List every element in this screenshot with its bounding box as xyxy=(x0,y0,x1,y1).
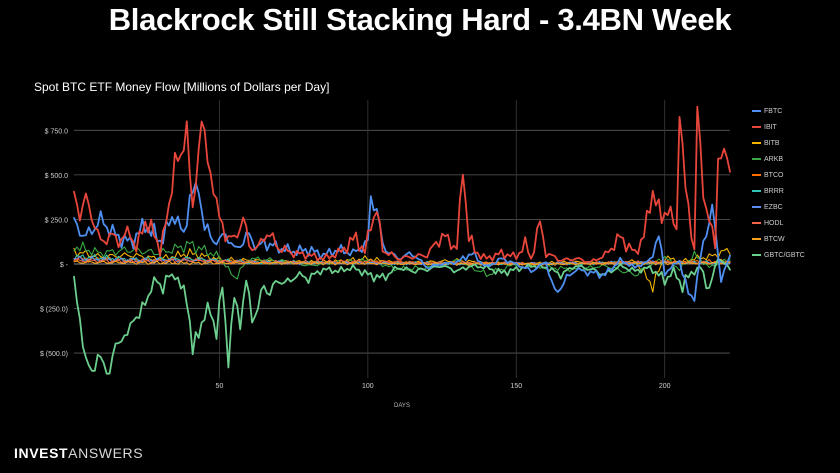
legend-swatch xyxy=(752,126,761,128)
legend-swatch xyxy=(752,238,761,240)
series-line-arkb xyxy=(73,240,731,280)
legend-item: HODL xyxy=(752,215,805,231)
legend-label: HODL xyxy=(764,219,784,227)
legend-label: BITB xyxy=(764,139,780,147)
legend-item: BITB xyxy=(752,135,805,151)
brand-logo-part1: INVEST xyxy=(14,445,69,461)
legend-item: ARKB xyxy=(752,151,805,167)
legend-label: ARKB xyxy=(764,155,784,163)
legend-label: BRRR xyxy=(764,187,784,195)
series-line-gbtc-gbtc xyxy=(73,257,731,375)
y-tick-label: $ 750.0 xyxy=(45,128,68,135)
y-tick-label: $ - xyxy=(60,262,69,269)
chart-legend: FBTC IBIT BITB ARKB BTCO BRRR EZBC HODL BTCW GBTC… xyxy=(752,103,805,263)
y-tick-label: $ (500.0) xyxy=(40,351,68,358)
legend-swatch xyxy=(752,206,761,208)
legend-item: BTCO xyxy=(752,167,805,183)
legend-item: GBTC/GBTC xyxy=(752,247,805,263)
series-line-hodl xyxy=(73,257,731,266)
series-line-btcw xyxy=(73,260,731,266)
legend-swatch xyxy=(752,190,761,192)
legend-item: EZBC xyxy=(752,199,805,215)
x-axis-label: DAYS xyxy=(394,403,410,409)
legend-label: BTCW xyxy=(764,235,785,243)
headline: Blackrock Still Stacking Hard - 3.4BN We… xyxy=(108,2,732,37)
legend-swatch xyxy=(752,110,761,112)
legend-swatch xyxy=(752,254,761,256)
y-tick-label: $ (250.0) xyxy=(40,307,68,314)
legend-swatch xyxy=(752,142,761,144)
legend-item: IBIT xyxy=(752,119,805,135)
legend-label: GBTC/GBTC xyxy=(764,251,805,259)
x-tick-label: 200 xyxy=(659,383,671,390)
legend-item: BRRR xyxy=(752,183,805,199)
legend-label: BTCO xyxy=(764,171,784,179)
legend-label: IBIT xyxy=(764,123,777,131)
legend-item: FBTC xyxy=(752,103,805,119)
legend-swatch xyxy=(752,222,761,224)
legend-swatch xyxy=(752,174,761,176)
x-tick-label: 50 xyxy=(216,383,224,390)
legend-item: BTCW xyxy=(752,231,805,247)
legend-label: EZBC xyxy=(764,203,783,211)
series-line-ibit xyxy=(73,105,731,264)
x-tick-label: 100 xyxy=(362,383,374,390)
brand-logo: INVESTANSWERS xyxy=(14,445,143,461)
legend-label: FBTC xyxy=(764,107,783,115)
y-tick-label: $ 250.0 xyxy=(45,217,68,224)
chart-title: Spot BTC ETF Money Flow [Millions of Dol… xyxy=(34,80,330,94)
x-tick-label: 150 xyxy=(510,383,522,390)
y-tick-label: $ 500.0 xyxy=(45,173,68,180)
legend-swatch xyxy=(752,158,761,160)
series-line-fbtc xyxy=(73,181,731,302)
brand-logo-part2: ANSWERS xyxy=(68,445,144,461)
